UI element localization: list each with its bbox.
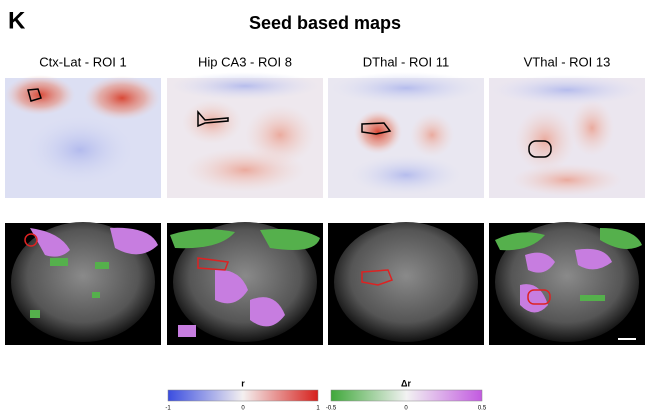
colorbar-tick-label: 0 <box>241 406 245 412</box>
colorbar-tick-label: -0.5 <box>326 406 337 412</box>
seed-map <box>167 72 323 198</box>
column-title: DThal - ROI 11 <box>363 54 449 69</box>
seed-map <box>328 72 484 198</box>
column-title: VThal - ROI 13 <box>524 54 611 69</box>
difference-map <box>489 222 645 345</box>
colorbar-label: r <box>241 378 245 388</box>
colorbar-tick-label: -1 <box>165 406 171 412</box>
colorbar-tick-label: 0.5 <box>478 406 487 412</box>
seed-map <box>5 75 161 198</box>
column-title: Ctx-Lat - ROI 1 <box>39 54 126 69</box>
panel-label: K <box>8 7 26 34</box>
colorbar <box>167 389 319 402</box>
figure-title: Seed based maps <box>249 13 401 33</box>
difference-map <box>167 222 323 345</box>
colorbar-tick-label: 0 <box>404 406 408 412</box>
seed-map <box>489 75 645 198</box>
difference-map <box>328 222 484 345</box>
difference-map <box>5 222 161 345</box>
colorbar-tick-label: 1 <box>316 406 320 412</box>
colorbar-label: Δr <box>401 378 411 388</box>
column-title: Hip CA3 - ROI 8 <box>198 54 292 69</box>
colorbar <box>330 389 483 402</box>
